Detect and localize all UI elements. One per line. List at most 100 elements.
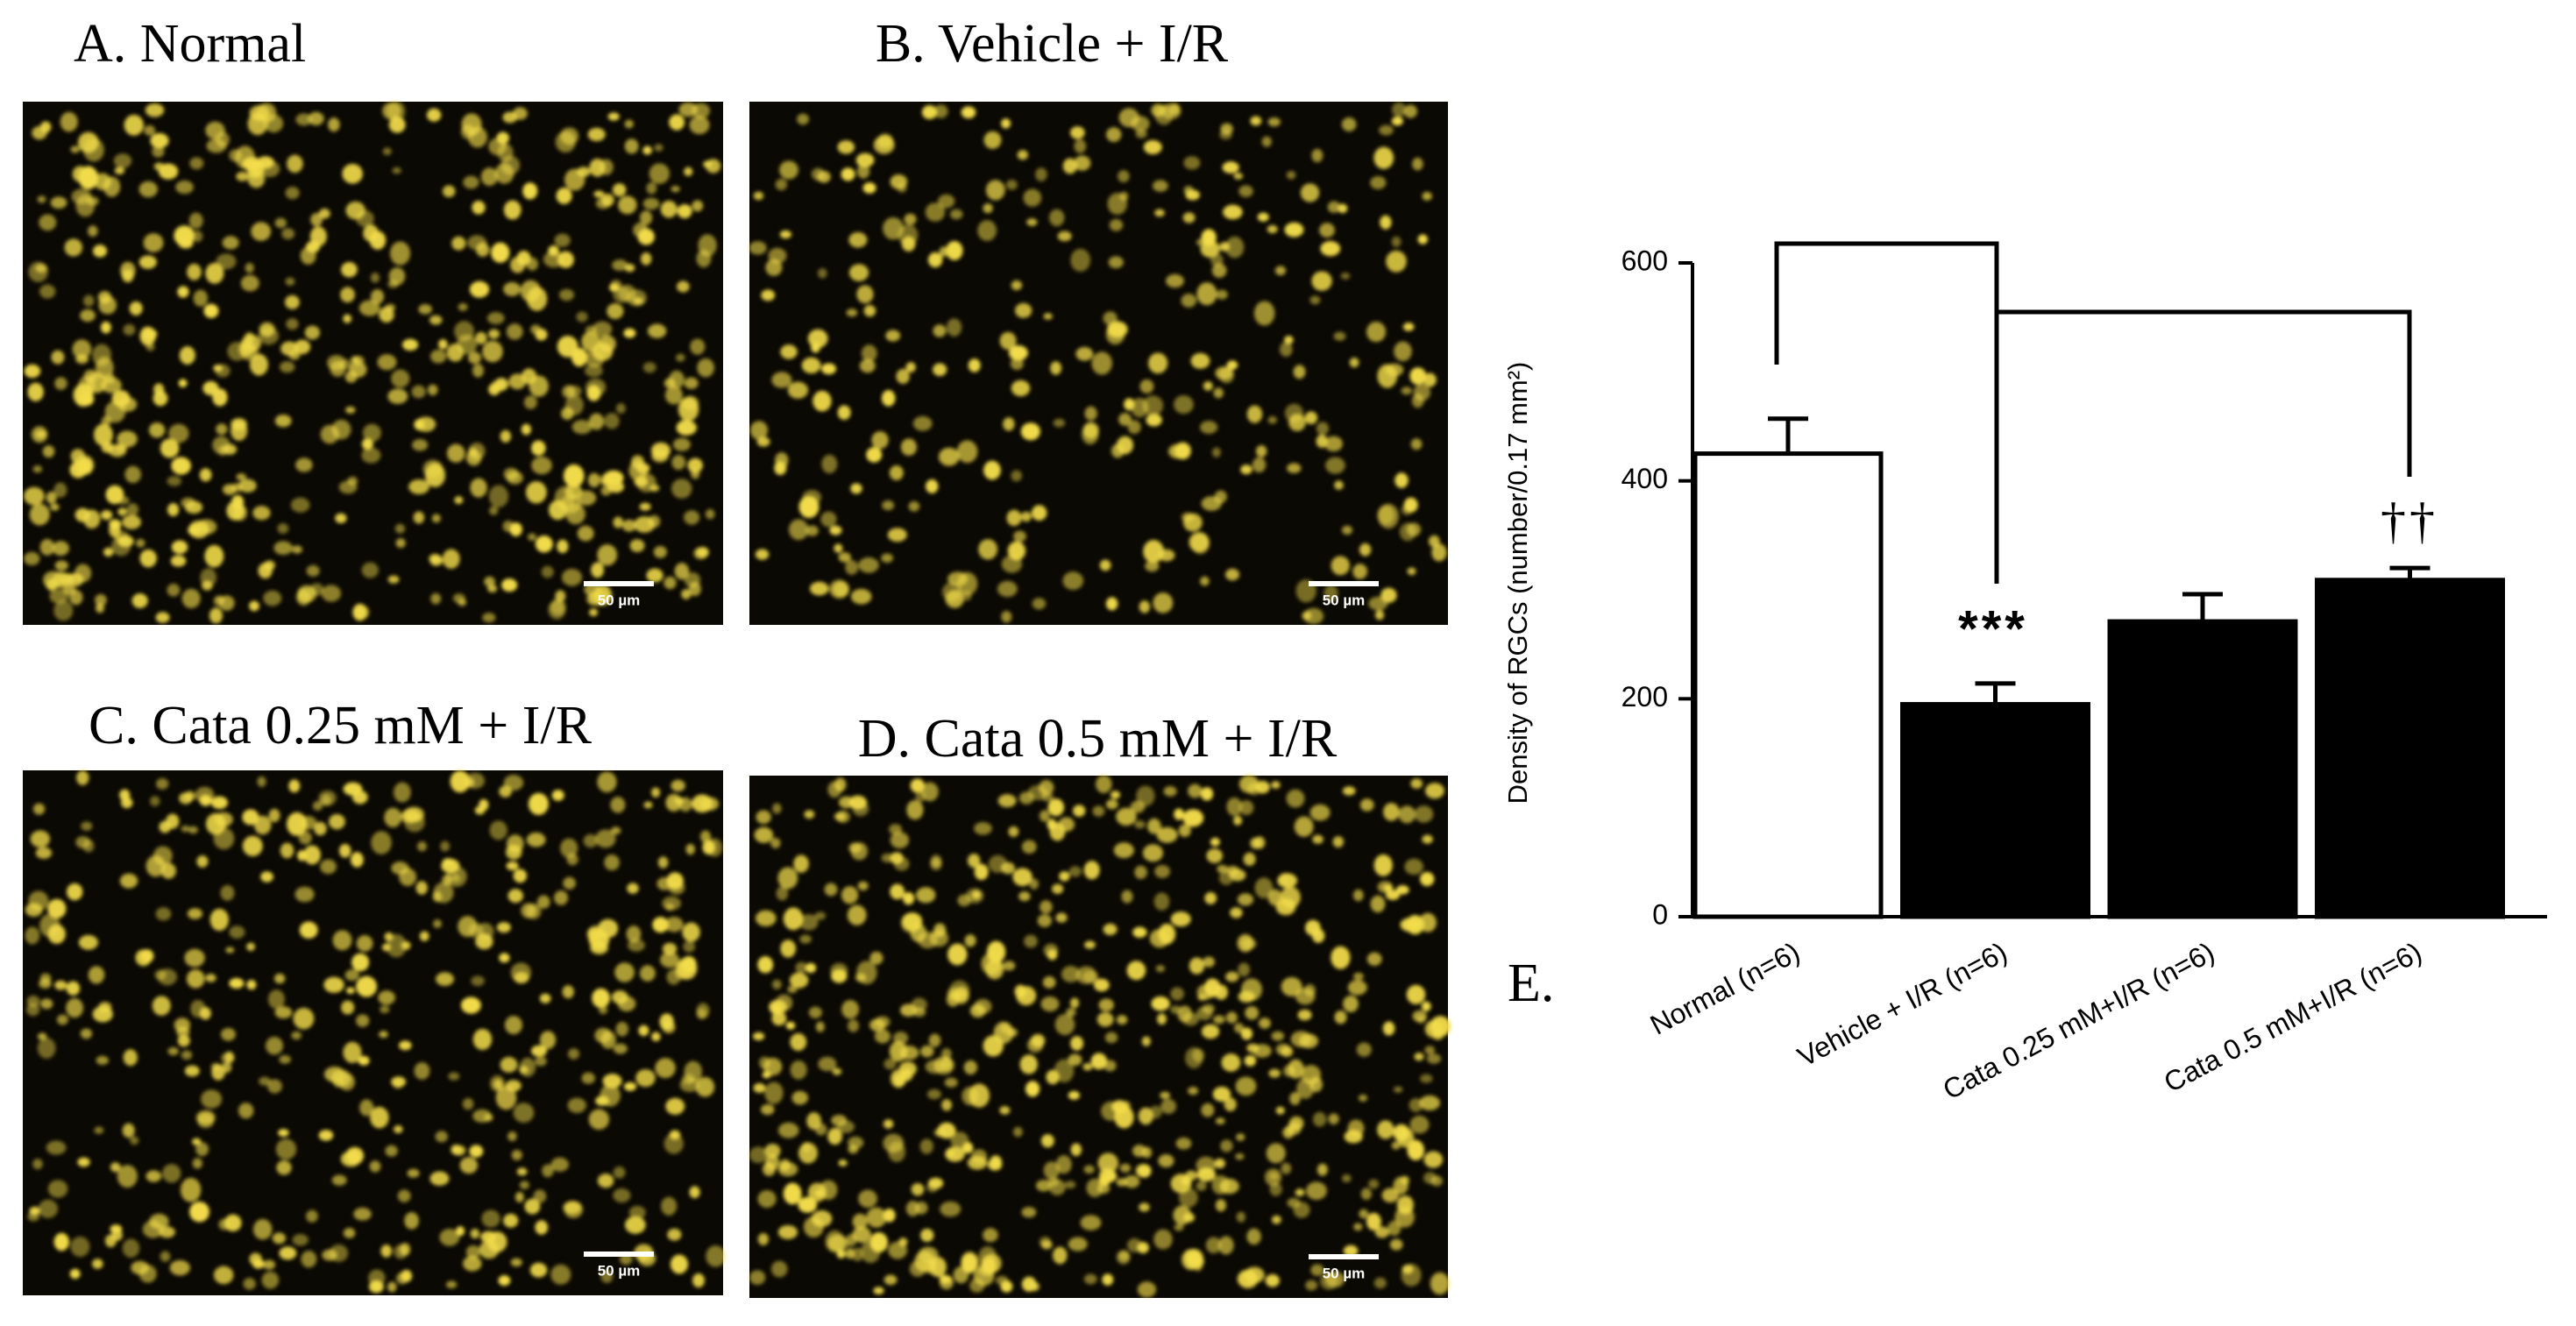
cell (770, 1003, 782, 1015)
cell (168, 423, 189, 443)
cell (629, 539, 645, 553)
cell (550, 1264, 571, 1285)
cell (266, 1036, 284, 1055)
cell (1342, 786, 1356, 796)
cell (351, 356, 360, 363)
cell (566, 385, 582, 397)
y-axis-label: Density of RGCs (number/0.17 mm²) (1502, 362, 1533, 805)
cell (1013, 530, 1026, 542)
cell (503, 1213, 519, 1228)
cell (1377, 1120, 1394, 1139)
cell (489, 820, 507, 840)
cell (562, 985, 575, 999)
cell (279, 1054, 291, 1064)
bar (2315, 578, 2505, 919)
cell (335, 513, 347, 524)
cell (526, 904, 542, 919)
cell (1014, 302, 1033, 318)
cell (1423, 1151, 1444, 1168)
cell (911, 1182, 925, 1196)
cell (378, 990, 396, 1005)
cell (205, 974, 216, 982)
cell (793, 854, 809, 873)
cell (684, 167, 693, 177)
cell (1155, 965, 1166, 973)
cell (1424, 783, 1444, 799)
cell (577, 167, 591, 177)
cell (195, 1142, 209, 1157)
cell (789, 972, 809, 989)
cell (639, 210, 653, 225)
cell (1244, 1055, 1257, 1067)
cell (27, 382, 44, 401)
cell (1246, 405, 1263, 423)
cell (1090, 1053, 1108, 1070)
cell (903, 891, 915, 905)
cell (484, 1113, 493, 1122)
cell (1021, 1207, 1037, 1218)
cell (247, 169, 266, 188)
cell (53, 599, 74, 621)
cell (1341, 117, 1357, 131)
cell (1201, 1103, 1215, 1117)
cell (413, 511, 425, 524)
cell (215, 364, 231, 378)
cell (1218, 366, 1235, 384)
cell (274, 414, 292, 428)
cell (1403, 104, 1418, 118)
panel-label: E. (1508, 954, 1554, 1013)
cell (779, 230, 792, 239)
cell (358, 1055, 370, 1066)
cell (1064, 1181, 1076, 1189)
cell (1006, 509, 1022, 527)
cell (561, 568, 583, 586)
cell (848, 1019, 860, 1032)
cell (468, 442, 486, 460)
cell (1323, 436, 1344, 452)
cell (1310, 1264, 1324, 1276)
cell (280, 842, 295, 859)
cells (749, 102, 1447, 625)
cell (610, 797, 626, 813)
cell (296, 589, 311, 606)
cell (1189, 957, 1205, 975)
cell (1216, 289, 1228, 300)
cell (1021, 840, 1037, 854)
cell (1225, 236, 1245, 259)
cell (527, 533, 537, 542)
cell (229, 925, 245, 940)
cell (1220, 123, 1233, 135)
cell (452, 1145, 466, 1156)
cell (834, 543, 843, 553)
cell (1366, 1212, 1381, 1230)
cell (356, 1014, 370, 1027)
cell (855, 152, 875, 167)
cell (240, 274, 259, 292)
cell (495, 1086, 517, 1110)
cell (29, 503, 50, 526)
cell (519, 1057, 536, 1077)
cell (1039, 810, 1050, 822)
cell (361, 562, 380, 578)
cell (169, 1259, 190, 1276)
cell (1352, 889, 1364, 902)
cell (926, 1088, 942, 1100)
cell (1068, 1090, 1081, 1100)
cell (252, 1259, 265, 1269)
cell (493, 1079, 503, 1089)
cell (756, 436, 770, 447)
cell (846, 308, 858, 317)
cell (933, 1128, 947, 1138)
cell (95, 593, 107, 606)
cell (1422, 191, 1432, 202)
cell (101, 442, 114, 453)
cell (470, 1228, 480, 1239)
cell (967, 1155, 988, 1170)
cell (494, 378, 509, 391)
cell (639, 965, 656, 982)
cell (113, 153, 132, 169)
cell (424, 463, 446, 487)
cell (898, 1061, 918, 1077)
cell (1245, 1006, 1260, 1020)
cell (203, 303, 219, 318)
